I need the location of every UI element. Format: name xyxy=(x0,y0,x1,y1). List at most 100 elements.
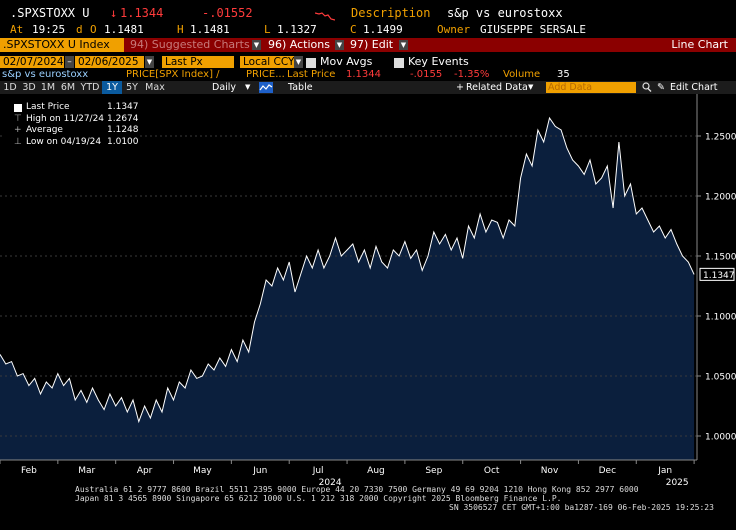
wrench-icon[interactable]: ✎ xyxy=(657,82,665,93)
edit-button[interactable]: 97) Edit xyxy=(350,38,394,51)
quote-time: 19:25 xyxy=(32,23,66,36)
add-data-input[interactable]: Add Data xyxy=(546,82,636,93)
last-value-label: 1.1347 xyxy=(703,271,735,281)
series-formula-2: PRICE... xyxy=(246,69,285,80)
open-label: O xyxy=(90,23,97,36)
mov-avgs-label[interactable]: Mov Avgs xyxy=(320,55,373,68)
period-tab-1m[interactable]: 1M xyxy=(40,82,56,93)
x-year-label: 2024 xyxy=(319,478,342,488)
checkbox-icon[interactable] xyxy=(394,56,404,69)
security-field[interactable]: .SPXSTOXX U Index xyxy=(0,38,124,52)
volume-label: Volume xyxy=(503,69,541,80)
x-month-label: Sep xyxy=(425,466,442,476)
chevron-down-icon[interactable]: ▼ xyxy=(335,40,344,50)
x-year-label: 2025 xyxy=(666,478,689,488)
legend-high: ⊤ High on 11/27/24 1.2674 xyxy=(14,113,139,124)
owner-name: GIUSEPPE SERSALE xyxy=(480,23,586,36)
legend-low: ⊥ Low on 04/19/24 1.0100 xyxy=(14,136,139,147)
chart-controls: 02/07/2024 – 02/06/2025 ▼ Last Px Local … xyxy=(0,55,736,69)
quote-header: .SPXSTOXX U ↓ 1.1344 -.01552 Description… xyxy=(0,6,736,22)
y-tick-label: 1.1000 xyxy=(705,313,736,323)
menu-bar: .SPXSTOXX U Index 94) Suggested Charts ▼… xyxy=(0,38,736,52)
last-price-label: Last Price xyxy=(287,69,336,80)
last-price: 1.1344 xyxy=(120,6,164,20)
series-pct-change: -1.35% xyxy=(454,69,490,80)
footer-session: SN 3506527 CET GMT+1:00 ba1287-169 06-Fe… xyxy=(449,503,714,512)
x-month-label: Nov xyxy=(541,466,559,476)
y-tick-label: 1.1500 xyxy=(705,253,736,263)
y-tick-label: 1.0500 xyxy=(705,373,736,383)
close-value: 1.1499 xyxy=(363,23,403,36)
period-tab-6m[interactable]: 6M xyxy=(60,82,76,93)
y-tick-label: 1.2000 xyxy=(705,193,736,203)
d-label: d xyxy=(76,23,83,36)
close-label: C xyxy=(350,23,357,36)
ticker[interactable]: .SPXSTOXX U xyxy=(10,6,90,20)
currency-select[interactable]: Local CCY xyxy=(240,56,294,68)
low-label: L xyxy=(264,23,271,36)
legend-last-price: Last Price 1.1347 xyxy=(2,102,139,114)
x-month-label: Feb xyxy=(21,466,37,476)
period-tab-ytd[interactable]: YTD xyxy=(80,82,100,93)
frequency-select[interactable]: Daily xyxy=(212,82,237,93)
x-month-label: Mar xyxy=(78,466,95,476)
footer-contacts: Australia 61 2 9777 8600 Brazil 5511 239… xyxy=(75,485,639,494)
chevron-down-icon[interactable]: ▼ xyxy=(294,56,303,68)
period-tab-1y[interactable]: 1Y xyxy=(102,81,122,94)
series-name: s&p vs eurostoxx xyxy=(2,69,89,80)
series-formula: PRICE[SPX Index] / xyxy=(126,69,220,80)
period-tab-3d[interactable]: 3D xyxy=(22,82,36,93)
description-label: Description xyxy=(351,6,431,20)
related-data-button[interactable]: Related Data xyxy=(466,82,528,93)
x-month-label: Jul xyxy=(312,466,324,476)
last-value-tag xyxy=(699,267,735,281)
table-button[interactable]: Table xyxy=(288,82,313,93)
price-line xyxy=(0,116,695,424)
minus-icon[interactable]: – xyxy=(65,56,74,68)
price-area xyxy=(0,118,695,460)
high-marker-icon: ⊤ xyxy=(14,113,22,124)
y-tick-label: 1.0000 xyxy=(705,433,736,443)
line-chart-icon[interactable] xyxy=(259,82,273,93)
series-change: -.0155 xyxy=(410,69,443,80)
x-month-label: Oct xyxy=(484,466,500,476)
at-label: At xyxy=(10,23,24,36)
description: s&p vs eurostoxx xyxy=(447,6,563,20)
checkbox-icon[interactable] xyxy=(306,56,316,69)
key-events-label[interactable]: Key Events xyxy=(408,55,469,68)
chevron-down-icon[interactable]: ▼ xyxy=(245,83,251,91)
quote-details: At 19:25 d O 1.1481 H 1.1481 L 1.1327 C … xyxy=(0,23,736,37)
chart-legend: Last Price 1.1347 ⊤ High on 11/27/24 1.2… xyxy=(2,102,139,149)
x-month-label: Dec xyxy=(599,466,616,476)
suggested-charts-button[interactable]: 94) Suggested Charts xyxy=(130,38,250,51)
price-chart[interactable]: 1.0000 1.0500 1.1000 1.1500 1.2000 1.2500 1.13… xyxy=(0,94,736,530)
period-tab-max[interactable]: Max xyxy=(145,82,165,93)
volume-value: 35 xyxy=(557,69,570,80)
sparkline-icon xyxy=(314,10,336,22)
y-tick-label: 1.2500 xyxy=(705,133,736,143)
open-value: 1.1481 xyxy=(104,23,144,36)
chevron-down-icon[interactable]: ▼ xyxy=(528,83,534,91)
high-label: H xyxy=(177,23,184,36)
field-select[interactable]: Last Px xyxy=(162,56,234,68)
start-date-field[interactable]: 02/07/2024 xyxy=(0,56,64,68)
search-icon[interactable] xyxy=(642,81,652,94)
chevron-down-icon[interactable]: ▼ xyxy=(252,40,261,50)
period-tab-5y[interactable]: 5Y xyxy=(126,82,138,93)
period-toolbar: 1D 3D 1M 6M YTD 1Y 5Y Max Daily ▼ Table + Relat… xyxy=(0,81,736,94)
high-value: 1.1481 xyxy=(190,23,230,36)
chevron-down-icon[interactable]: ▼ xyxy=(145,56,154,68)
x-month-label: Apr xyxy=(137,466,153,476)
x-month-label: Jun xyxy=(252,466,267,476)
legend-swatch xyxy=(14,104,22,112)
chevron-down-icon[interactable]: ▼ xyxy=(399,40,408,50)
low-marker-icon: ⊥ xyxy=(14,136,22,147)
plus-icon[interactable]: + xyxy=(456,82,464,93)
end-date-field[interactable]: 02/06/2025 xyxy=(75,56,144,68)
period-tab-1d[interactable]: 1D xyxy=(3,82,17,93)
edit-chart-button[interactable]: Edit Chart xyxy=(670,82,718,93)
series-last-price: 1.1344 xyxy=(346,69,381,80)
chart-type-title: Line Chart xyxy=(671,38,728,51)
actions-button[interactable]: 96) Actions xyxy=(268,38,330,51)
owner-label: Owner xyxy=(437,23,471,36)
